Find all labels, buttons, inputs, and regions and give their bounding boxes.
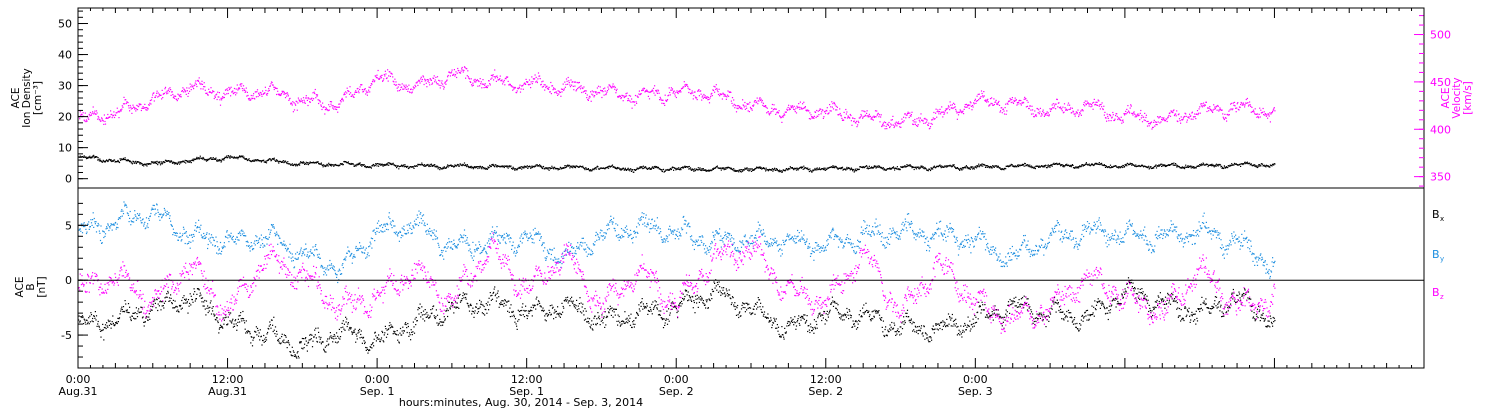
magnetic-panel-frame: [78, 188, 1424, 368]
density-tick-label: 40: [58, 49, 72, 62]
data-points-layer: [78, 66, 1276, 359]
density-tick-label: 20: [58, 111, 72, 124]
legend-label: B: [1432, 248, 1440, 261]
legend-subscript: y: [1440, 255, 1444, 263]
density-axis-title-line: [cm⁻³]: [32, 81, 44, 115]
velocity-points: [78, 66, 1276, 129]
x-tick-date-label: Aug.31: [208, 385, 247, 398]
velocity-tick-label: 500: [1430, 29, 1451, 42]
x-axis-title: hours:minutes, Aug. 30, 2014 - Sep. 3, 2…: [399, 396, 643, 409]
bz-points: [78, 233, 1276, 334]
x-tick-date-label: Sep. 2: [659, 385, 694, 398]
legend-label: B: [1432, 286, 1440, 299]
b-tick-label: 5: [65, 219, 72, 232]
density-tick-label: 0: [65, 173, 72, 186]
legend-subscript: z: [1440, 293, 1444, 301]
legend-subscript: x: [1440, 215, 1444, 223]
x-tick-date-label: Aug.31: [59, 385, 98, 398]
x-tick-date-label: Sep. 3: [958, 385, 993, 398]
x-tick-date-label: Sep. 1: [360, 385, 395, 398]
b-axis-title-line: [nT]: [36, 276, 48, 297]
density-tick-label: 50: [58, 18, 72, 31]
velocity-tick-label: 450: [1430, 76, 1451, 89]
density-points: [78, 155, 1276, 173]
b-tick-label: -5: [61, 329, 72, 342]
velocity-tick-label: 350: [1430, 171, 1451, 184]
density-tick-label: 10: [58, 142, 72, 155]
bx-points: [78, 277, 1276, 359]
x-tick-date-label: Sep. 2: [808, 385, 843, 398]
legend-label: B: [1432, 208, 1440, 221]
velocity-axis-title-line: [km/s]: [1462, 81, 1474, 115]
labels-layer: 01020304050350400450500-5050:00Aug.3112:…: [10, 18, 1474, 409]
b-tick-label: 0: [65, 274, 72, 287]
density-tick-label: 30: [58, 80, 72, 93]
velocity-tick-label: 400: [1430, 123, 1451, 136]
